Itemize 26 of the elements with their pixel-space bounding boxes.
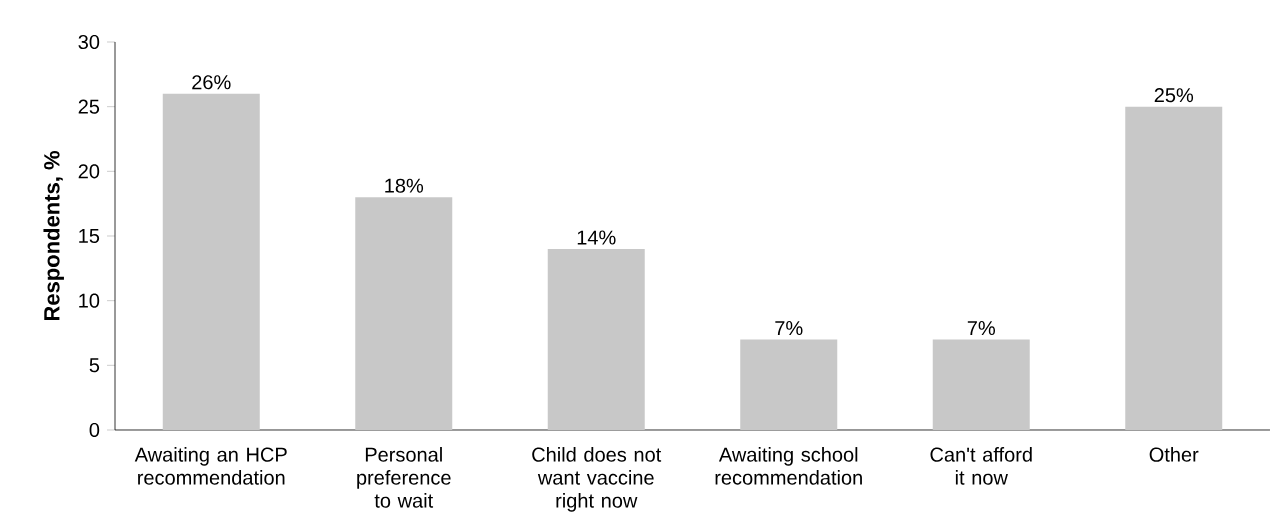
data-label: 25%	[1154, 88, 1194, 103]
x-tick-label: Can't afford it now	[930, 447, 1032, 485]
y-tick-label: 0	[89, 422, 100, 438]
data-label: 26%	[192, 75, 231, 90]
y-tick-label: 30	[78, 34, 100, 50]
data-label: 18%	[385, 178, 424, 193]
y-tick-label: 25	[78, 99, 100, 114]
bar	[162, 93, 260, 430]
data-label: 14%	[577, 230, 616, 245]
x-tick-label: Awaiting school recommendation	[715, 447, 862, 485]
x-tick-label: Personal preference to wait	[357, 447, 451, 508]
bar	[355, 197, 453, 430]
data-label: 7%	[967, 321, 996, 336]
x-tick-label: Other	[1149, 447, 1199, 462]
bar	[547, 248, 645, 430]
y-tick-label: 5	[89, 358, 100, 373]
y-tick-label: 20	[78, 164, 100, 179]
data-label: 7%	[775, 321, 803, 336]
y-tick-label: 10	[79, 293, 100, 308]
bar	[740, 339, 838, 430]
bar	[932, 339, 1030, 430]
x-tick-label: Child does not want vaccine right now	[532, 447, 662, 512]
y-tick-label: 15	[79, 229, 100, 243]
bar	[1125, 106, 1223, 430]
x-tick-label: Awaiting an HCP recommendation	[134, 447, 287, 485]
y-axis-title: Respondents, %	[43, 151, 64, 321]
